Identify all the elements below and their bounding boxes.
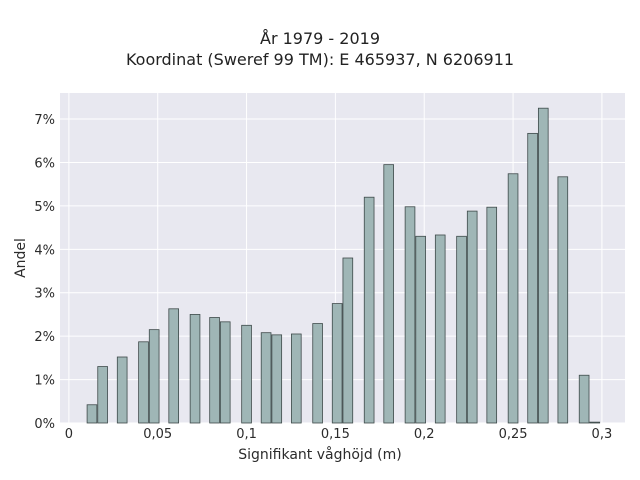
- histogram-bar: [168, 308, 179, 424]
- histogram-bar: [578, 374, 590, 424]
- x-tick-label: 0,15: [321, 427, 350, 442]
- histogram-bar: [219, 321, 231, 424]
- y-tick-label: 6%: [34, 156, 55, 171]
- y-tick-label: 4%: [34, 243, 55, 258]
- histogram-bar: [527, 132, 538, 424]
- histogram-bar: [291, 333, 302, 424]
- x-axis-label: Signifikant våghöjd (m): [238, 447, 402, 463]
- histogram-bar: [331, 303, 343, 424]
- y-tick-label: 1%: [34, 374, 55, 389]
- x-tick-label: 0,05: [143, 427, 172, 442]
- histogram-bar: [312, 323, 323, 424]
- chart-title-coordinate: Koordinat (Sweref 99 TM): E 465937, N 62…: [125, 50, 515, 69]
- histogram-bar: [404, 206, 416, 424]
- histogram-bar: [148, 329, 160, 424]
- histogram-bar: [557, 176, 569, 424]
- histogram-bar: [260, 332, 272, 424]
- histogram-bar: [537, 107, 549, 424]
- histogram-bar: [415, 235, 426, 424]
- histogram-bar: [589, 421, 601, 424]
- x-tick-label: 0,3: [592, 427, 613, 442]
- y-tick-label: 5%: [34, 200, 55, 215]
- histogram-bar: [271, 334, 283, 424]
- histogram-bar: [189, 314, 201, 424]
- histogram-bar: [363, 196, 375, 424]
- y-tick-label: 3%: [34, 287, 55, 302]
- chart-title-period: År 1979 - 2019: [260, 29, 380, 48]
- histogram-bar: [486, 206, 498, 424]
- x-tick-label: 0,25: [499, 427, 528, 442]
- histogram-bar: [116, 356, 128, 424]
- x-tick-label: 0,1: [236, 427, 257, 442]
- y-tick-label: 7%: [34, 113, 55, 128]
- histogram-bar: [434, 234, 446, 424]
- histogram-bar: [209, 317, 220, 424]
- x-tick-label: 0: [65, 427, 73, 442]
- histogram-bar: [383, 164, 394, 424]
- histogram-bar: [342, 257, 354, 424]
- histogram-bar: [138, 341, 149, 424]
- histogram-bar: [507, 173, 519, 424]
- histogram-bar: [241, 324, 252, 424]
- x-tick-label: 0,2: [414, 427, 435, 442]
- histogram-bar: [466, 210, 478, 424]
- histogram-bar: [97, 366, 108, 424]
- y-tick-label: 0%: [34, 417, 55, 432]
- y-tick-label: 2%: [34, 330, 55, 345]
- histogram-bar: [456, 235, 467, 424]
- y-axis-label: Andel: [13, 238, 29, 278]
- histogram-bar: [86, 404, 98, 424]
